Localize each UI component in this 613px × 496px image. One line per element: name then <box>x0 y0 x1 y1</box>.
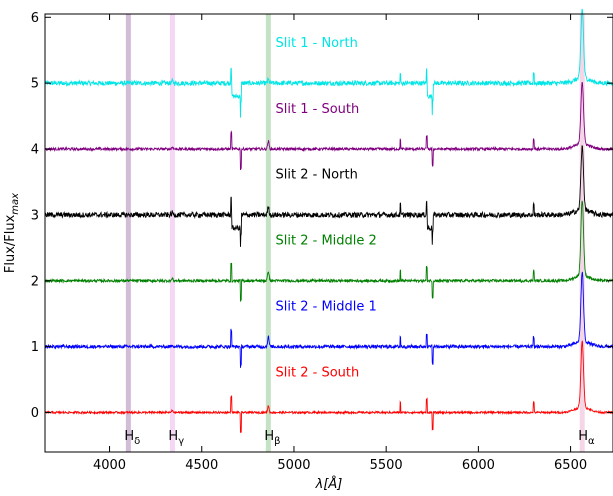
series-line-4 <box>44 271 613 368</box>
y-tick-label-0: 0 <box>31 406 39 421</box>
emission-band-2 <box>265 14 271 452</box>
x-tick-label-3: 5500 <box>370 458 403 473</box>
y-tick-label-4: 4 <box>31 143 39 158</box>
y-tick-label-1: 1 <box>31 340 39 355</box>
y-axis-label: Flux/Fluxmax <box>3 193 21 273</box>
series-label-4: Slit 2 - Middle 1 <box>276 299 377 314</box>
emission-line-bands <box>125 14 585 452</box>
x-tick-label-5: 6500 <box>554 458 587 473</box>
y-tick-label-3: 3 <box>31 208 39 223</box>
series-line-0 <box>44 8 613 118</box>
series-line-5 <box>44 340 613 434</box>
emission-line-labels: Hδ Hγ Hβ Hα <box>124 429 595 447</box>
x-tick-label-0: 4000 <box>93 458 126 473</box>
emission-band-3 <box>579 14 585 452</box>
y-tick-label-2: 2 <box>31 274 39 289</box>
series-line-1 <box>44 82 613 171</box>
series-line-2 <box>44 145 613 247</box>
series-labels: Slit 1 - North Slit 1 - South Slit 2 - Nor… <box>276 36 377 380</box>
y-tick-label-5: 5 <box>31 77 39 92</box>
series-line-3 <box>44 200 613 303</box>
x-axis-label: λ[Å] <box>315 476 343 492</box>
series-layer <box>44 8 613 434</box>
plot-frame <box>44 13 613 453</box>
emission-band-0 <box>125 14 131 452</box>
series-label-0: Slit 1 - North <box>276 36 358 51</box>
series-label-2: Slit 2 - North <box>276 168 358 183</box>
x-axis: 4000 4500 5000 5500 6000 6500 <box>93 14 587 473</box>
series-label-3: Slit 2 - Middle 2 <box>276 234 377 249</box>
series-label-5: Slit 2 - South <box>276 365 360 380</box>
x-tick-label-2: 5000 <box>277 458 310 473</box>
x-tick-label-1: 4500 <box>185 458 218 473</box>
emission-band-1 <box>169 14 175 452</box>
y-tick-label-6: 6 <box>31 11 39 26</box>
series-label-1: Slit 1 - South <box>276 102 360 117</box>
x-tick-label-4: 6000 <box>462 458 495 473</box>
y-axis: 0 1 2 3 4 5 6 <box>31 11 613 421</box>
